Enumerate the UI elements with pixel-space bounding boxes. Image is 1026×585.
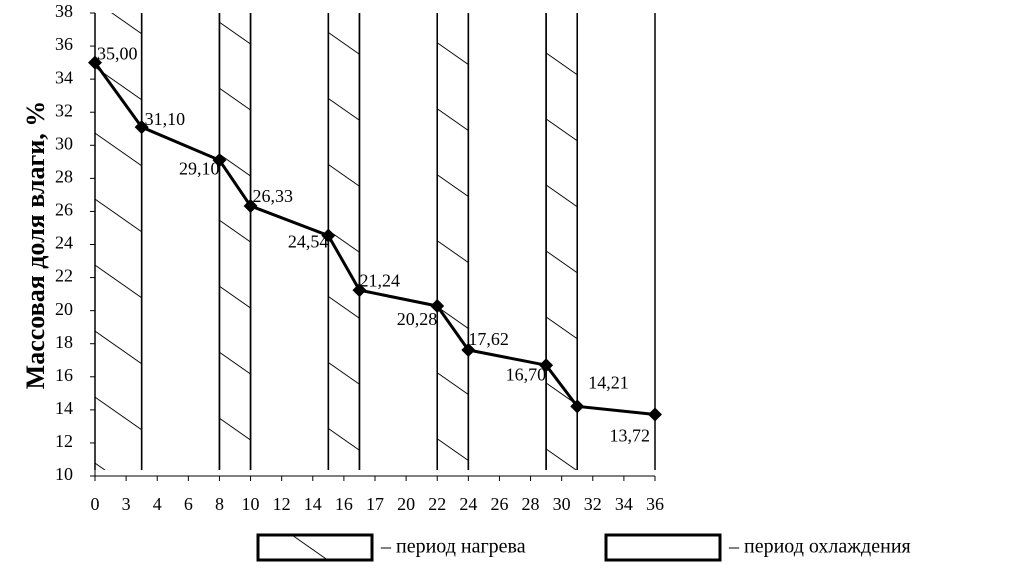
data-point: [539, 358, 554, 373]
data-label: 35,00: [97, 44, 138, 64]
periods: [94, 13, 656, 470]
legend-swatch: [604, 533, 722, 562]
data-point: [352, 283, 367, 298]
x-tick-label: 36: [646, 494, 664, 514]
y-tick-label: 18: [55, 332, 73, 352]
legend-label: – период охлаждения: [728, 536, 911, 558]
x-tick-label: 6: [184, 494, 193, 514]
y-tick-label: 32: [55, 100, 73, 120]
y-tick-label: 24: [55, 233, 73, 253]
y-tick-label: 22: [55, 266, 73, 286]
legend-label: – период нагрева: [380, 536, 526, 558]
data-point: [88, 55, 102, 70]
x-tick-label: 12: [273, 494, 291, 514]
heating-band: [546, 13, 578, 470]
data-label: 14,21: [588, 373, 629, 393]
x-tick-label: 22: [428, 494, 446, 514]
data-point: [212, 153, 227, 168]
y-tick-label: 28: [55, 166, 73, 186]
data-label: 21,24: [359, 270, 400, 290]
y-tick-label: 20: [55, 299, 73, 319]
x-tick-label: 8: [215, 494, 224, 514]
y-tick-label: 16: [55, 365, 73, 385]
heating-band: [219, 13, 251, 470]
y-tick-label: 12: [55, 431, 73, 451]
y-tick-label: 36: [55, 34, 73, 54]
legend: – период нагрева – период охлаждения: [256, 533, 911, 562]
x-tick-label: 28: [522, 494, 540, 514]
heating-band: [95, 13, 142, 470]
data-point: [461, 342, 476, 357]
data-label: 26,33: [253, 186, 293, 206]
y-axis-label: Массовая доля влаги, %: [21, 101, 50, 390]
heating-band: [437, 13, 469, 470]
x-tick-label: 17: [366, 494, 384, 514]
data-label: 17,62: [468, 329, 509, 349]
data-point: [430, 299, 445, 314]
x-tick-label: 16: [335, 494, 353, 514]
x-tick-label: 30: [553, 494, 571, 514]
y-tick-label: 34: [55, 67, 73, 87]
data-label: 24,54: [288, 232, 329, 252]
y-tick-label: 38: [55, 1, 73, 21]
data-point: [243, 198, 258, 213]
y-tick-label: 30: [55, 133, 73, 153]
y-tick-label: 14: [55, 398, 73, 418]
legend-swatch: [256, 533, 374, 562]
x-tick-label: 32: [584, 494, 602, 514]
data-label: 29,10: [179, 158, 220, 178]
data-label: 31,10: [145, 109, 186, 129]
x-tick-label: 26: [490, 494, 508, 514]
x-tick-label: 4: [153, 494, 162, 514]
data-point: [570, 399, 585, 414]
x-tick-label: 10: [242, 494, 260, 514]
x-tick-label: 14: [304, 494, 322, 514]
data-label: 16,70: [506, 364, 547, 384]
y-tick-label: 26: [55, 200, 73, 220]
y-tick-label: 10: [55, 464, 73, 484]
x-tick-label: 3: [122, 494, 131, 514]
x-tick-label: 20: [397, 494, 415, 514]
x-tick-label: 34: [615, 494, 633, 514]
plot: 35,00 31,10 29,10 26,33 24,54 21,24 20,28 17,62…: [88, 44, 662, 446]
data-label: 20,28: [397, 309, 438, 329]
data-point: [321, 228, 336, 243]
data-point: [648, 407, 662, 422]
data-label: 13,72: [610, 426, 651, 446]
data-point: [134, 120, 149, 135]
x-tick-label: 0: [91, 494, 100, 514]
x-tick-label: 24: [459, 494, 477, 514]
heating-band: [328, 13, 360, 470]
